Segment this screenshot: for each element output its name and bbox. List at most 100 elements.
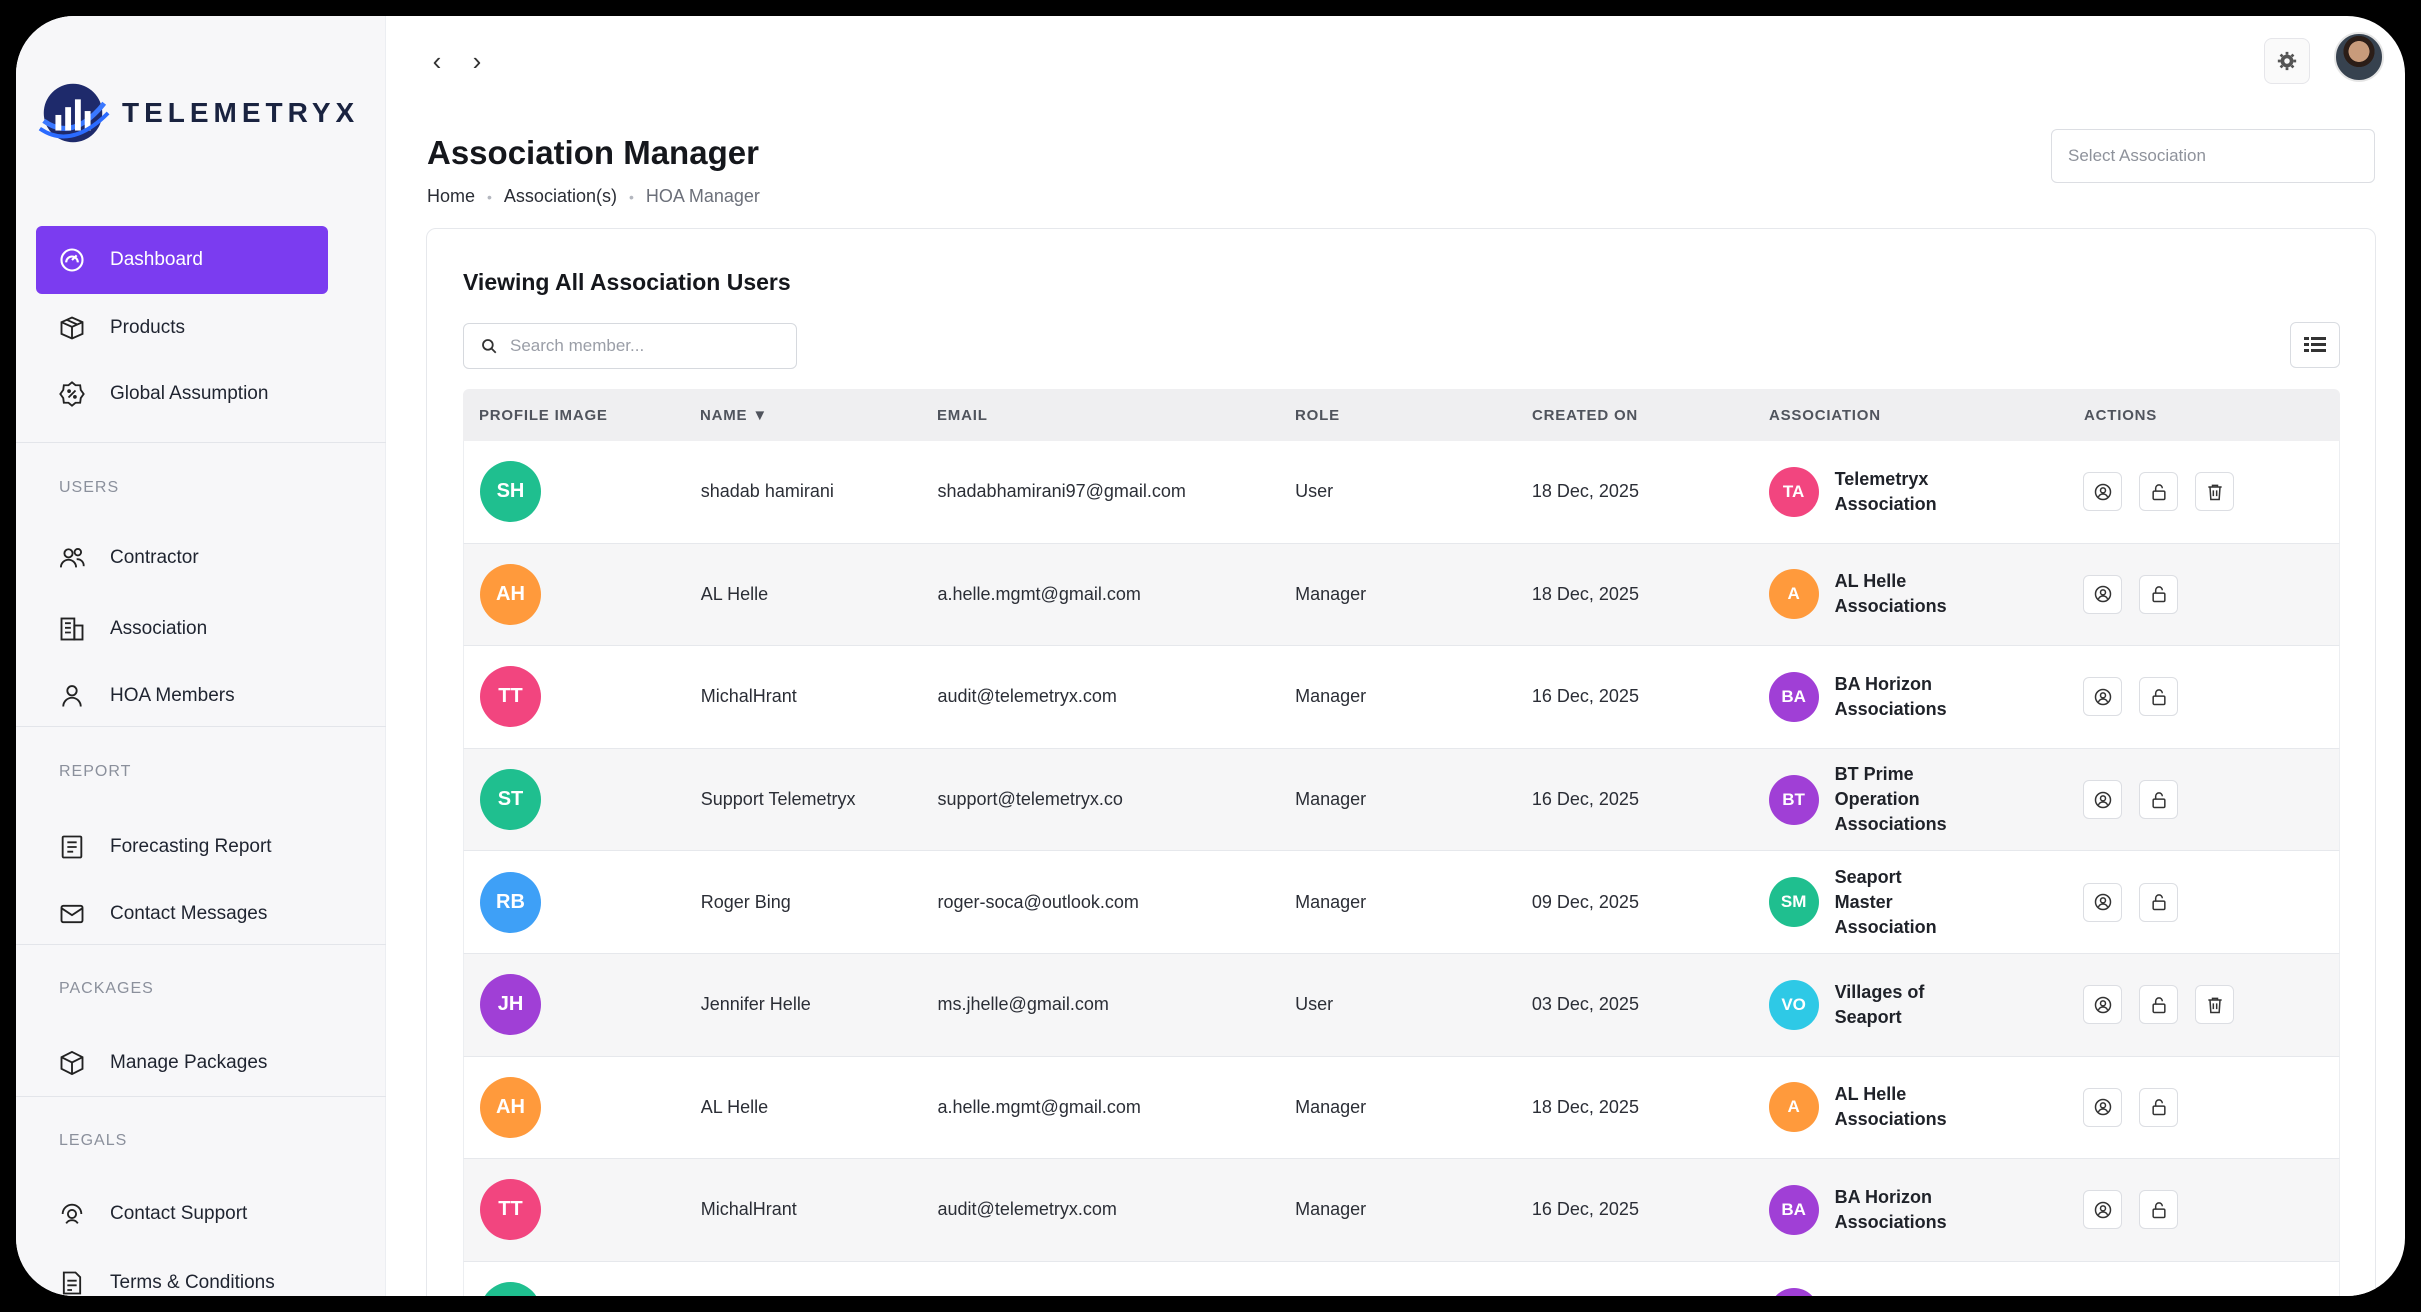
association-avatar: BA — [1768, 1184, 1819, 1235]
history-nav: ‹ › — [426, 46, 488, 77]
lock-button[interactable] — [2139, 677, 2179, 717]
profile-avatar: TT — [480, 1179, 541, 1241]
row-actions — [2083, 882, 2339, 922]
created-date: 18 Dec, 2025 — [1531, 481, 1639, 502]
logo-globe-icon — [38, 83, 110, 143]
member-name: shadab hamirani — [700, 481, 834, 502]
sidebar-divider — [16, 726, 386, 727]
member-name: AL Helle — [700, 1096, 769, 1117]
sidebar-item-label: Terms & Conditions — [110, 1272, 275, 1293]
view-profile-button[interactable] — [2083, 882, 2123, 922]
sidebar-item-contact-messages[interactable]: Contact Messages — [36, 880, 328, 948]
member-email: ms.jhelle@gmail.com — [937, 994, 1109, 1015]
sidebar-item-global-assumption[interactable]: Global Assumption — [36, 360, 328, 428]
sidebar-item-label: Contractor — [110, 547, 199, 568]
search-box[interactable] — [463, 323, 797, 369]
lock-icon — [2152, 586, 2166, 603]
support-icon — [56, 1198, 88, 1230]
brand-logo[interactable]: TELEMETRYX — [34, 74, 359, 152]
row-actions — [2083, 677, 2339, 717]
sidebar-item-terms[interactable]: Terms & Conditions — [36, 1249, 328, 1296]
sidebar-item-products[interactable]: Products — [36, 294, 328, 362]
association-name: Seaport Master Association — [1834, 866, 1937, 937]
user-circle-icon — [2094, 1099, 2112, 1116]
trash-icon — [2208, 997, 2222, 1014]
lock-button[interactable] — [2139, 472, 2179, 512]
table-row: ST Support Telemetryx support@telemetryx… — [463, 748, 2340, 852]
association-name: AL Helle Associations — [1834, 571, 1947, 617]
profile-avatar: RB — [480, 871, 541, 933]
sidebar-divider — [16, 1096, 386, 1097]
trash-icon — [2208, 484, 2222, 501]
app-window: TELEMETRYX Dashboard Products Global Ass… — [16, 16, 2405, 1296]
settings-button[interactable] — [2264, 38, 2310, 84]
user-circle-icon — [2094, 688, 2112, 706]
sidebar-item-contact-support[interactable]: Contact Support — [36, 1180, 328, 1248]
lock-button[interactable] — [2139, 780, 2179, 820]
member-name: Roger Bing — [700, 891, 791, 912]
section-label-report: REPORT — [59, 763, 132, 780]
table-row: TT MichalHrant audit@telemetryx.com Mana… — [463, 1159, 2340, 1262]
member-email: roger-soca@outlook.com — [937, 891, 1139, 912]
table-row: AH AL Helle a.helle.mgmt@gmail.com Manag… — [463, 543, 2340, 647]
association-name: AL Helle Associations — [1834, 1084, 1947, 1130]
breadcrumb-separator: • — [628, 188, 634, 205]
column-header-name[interactable]: NAME ▼ — [700, 406, 768, 424]
sidebar-item-contractor[interactable]: Contractor — [36, 524, 328, 592]
association-select[interactable]: Select Association — [2051, 129, 2375, 183]
profile-avatar: TT — [480, 666, 541, 728]
lock-button[interactable] — [2139, 985, 2179, 1025]
breadcrumb-associations[interactable]: Association(s) — [503, 186, 617, 206]
member-name: MichalHrant — [700, 686, 797, 707]
table-row: AH AL Helle a.helle.mgmt@gmail.com Manag… — [463, 1056, 2340, 1160]
lock-button[interactable] — [2139, 574, 2179, 614]
sidebar-item-manage-packages[interactable]: Manage Packages — [36, 1029, 328, 1097]
search-input[interactable] — [510, 336, 770, 356]
member-role: Manager — [1295, 789, 1367, 810]
row-actions — [2083, 574, 2339, 614]
column-layout-button[interactable] — [2290, 322, 2340, 368]
sidebar-item-label: Manage Packages — [110, 1052, 268, 1073]
user-circle-icon — [2094, 586, 2112, 603]
view-profile-button[interactable] — [2083, 1190, 2123, 1230]
view-profile-button[interactable] — [2083, 574, 2123, 614]
breadcrumb-home[interactable]: Home — [427, 186, 476, 206]
lock-button[interactable] — [2139, 882, 2179, 922]
association-cell: TA Telemetryx Association — [1768, 466, 2084, 517]
table-row: SH shadab hamirani shadabhamirani97@gmai… — [463, 441, 2340, 544]
sidebar-item-association[interactable]: Association — [36, 595, 328, 663]
back-arrow-icon[interactable]: ‹ — [432, 46, 442, 76]
delete-button[interactable] — [2195, 985, 2235, 1025]
member-role: User — [1295, 994, 1334, 1015]
gear-icon — [2277, 51, 2297, 71]
row-actions — [2083, 1087, 2339, 1127]
profile-avatar — [480, 1282, 541, 1296]
member-role: Manager — [1295, 1096, 1367, 1117]
association-name: BT Prime Operation Associations — [1834, 764, 1947, 835]
association-avatar: TA — [1768, 466, 1819, 517]
sidebar-item-dashboard[interactable]: Dashboard — [36, 226, 328, 294]
forward-arrow-icon[interactable]: › — [472, 46, 482, 76]
created-date: 16 Dec, 2025 — [1531, 1199, 1639, 1220]
user-avatar[interactable] — [2334, 32, 2384, 82]
view-profile-button[interactable] — [2083, 985, 2123, 1025]
view-profile-button[interactable] — [2083, 780, 2123, 820]
report-icon — [56, 831, 88, 863]
delete-button[interactable] — [2195, 472, 2235, 512]
sidebar-item-hoa-members[interactable]: HOA Members — [36, 662, 328, 730]
lock-button[interactable] — [2139, 1190, 2179, 1230]
breadcrumb-current: HOA Manager — [645, 186, 760, 206]
lock-icon — [2152, 791, 2166, 808]
association-avatar: SM — [1768, 877, 1819, 928]
association-cell: BT BT Prime Operation Associations — [1768, 762, 2084, 837]
lock-button[interactable] — [2139, 1087, 2179, 1127]
association-name: BA Horizon Associations — [1834, 1186, 1947, 1232]
member-role: Manager — [1295, 891, 1367, 912]
member-role: Manager — [1295, 1199, 1367, 1220]
user-circle-icon — [2094, 996, 2112, 1014]
member-name: AL Helle — [700, 583, 769, 604]
sidebar-item-forecasting-report[interactable]: Forecasting Report — [36, 813, 328, 881]
view-profile-button[interactable] — [2083, 1087, 2123, 1127]
view-profile-button[interactable] — [2083, 472, 2123, 512]
view-profile-button[interactable] — [2083, 677, 2123, 717]
